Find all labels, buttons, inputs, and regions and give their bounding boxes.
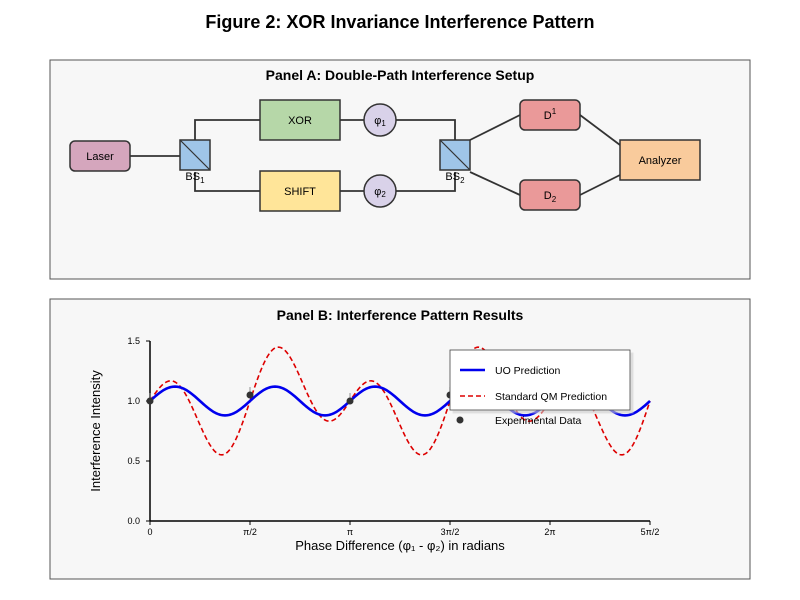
legend-data-swatch xyxy=(456,416,464,424)
d2-label-base: D xyxy=(544,190,552,202)
y-tick-label: 1.0 xyxy=(127,396,140,406)
x-tick-label: 5π/2 xyxy=(641,527,660,537)
figure-title: Figure 2: XOR Invariance Interference Pa… xyxy=(205,12,594,32)
d2-box xyxy=(519,179,581,211)
x-tick-label: 3π/2 xyxy=(441,527,460,537)
laser-source: Laser xyxy=(69,140,131,172)
xor-box xyxy=(259,99,341,141)
beamsplitter-2: BS2 xyxy=(439,139,471,185)
phase-shifter-1: φ1 xyxy=(363,103,397,137)
chart-legend: UO Prediction Standard QM Prediction Exper… xyxy=(449,349,631,427)
d2-label: D2 xyxy=(544,190,557,204)
bs1-diagonal xyxy=(179,139,211,171)
analyzer-box xyxy=(619,139,701,181)
phase-shifter-2: φ2 xyxy=(363,174,397,208)
data-point xyxy=(146,397,154,405)
bs2-label-base: BS xyxy=(445,171,460,183)
d1-label: D1 xyxy=(544,107,557,122)
interference-chart: 0.0 0.5 1.0 1.5 0 π/2 π 3π/2 2π 5π/2 Interferenc… xyxy=(88,336,659,553)
data-point xyxy=(346,397,354,405)
phi1-label-base: φ xyxy=(374,115,381,127)
x-tick-label: 2π xyxy=(544,527,555,537)
legend-qm-label: Standard QM Prediction xyxy=(495,391,607,403)
shift-label: SHIFT xyxy=(284,186,316,198)
bs1-label: BS1 xyxy=(185,171,205,185)
phi2-circle xyxy=(363,174,397,208)
shift-box xyxy=(259,170,341,212)
d1-label-sub: 1 xyxy=(552,107,557,116)
data-point xyxy=(246,391,254,399)
panel-a-title: Panel A: Double-Path Interference Setup xyxy=(266,67,535,83)
analyzer: Analyzer xyxy=(619,139,701,181)
panel-b: Panel B: Interference Pattern Results 0.… xyxy=(49,298,751,580)
d1-label-base: D xyxy=(544,110,552,122)
x-tick-label: π xyxy=(347,527,353,537)
bs2-label: BS2 xyxy=(445,171,465,185)
phi2-label: φ2 xyxy=(374,186,386,199)
panel-a: Panel A: Double-Path Interference Setup … xyxy=(49,59,751,280)
y-tick-label: 0.0 xyxy=(127,516,140,526)
bs1-label-sub: 1 xyxy=(200,176,205,185)
beamsplitter-1: BS1 xyxy=(179,139,211,185)
x-axis-label: Phase Difference (φ₁ - φ₂) in radians xyxy=(295,538,505,553)
x-tick-label: π/2 xyxy=(243,527,257,537)
laser-box xyxy=(69,140,131,172)
xor-gate: XOR xyxy=(259,99,341,141)
d2-label-sub: 2 xyxy=(552,195,557,204)
d1-box xyxy=(519,99,581,131)
panel-b-title: Panel B: Interference Pattern Results xyxy=(277,307,524,323)
xor-label: XOR xyxy=(288,115,312,127)
panel-b-frame xyxy=(49,298,751,580)
bs2-diagonal xyxy=(439,139,471,171)
legend-data-label: Experimental Data xyxy=(495,415,582,427)
phi2-label-base: φ xyxy=(374,186,381,198)
legend-uo-label: UO Prediction xyxy=(495,365,561,377)
y-tick-label: 1.5 xyxy=(127,336,140,346)
phi1-circle xyxy=(363,103,397,137)
laser-label: Laser xyxy=(86,151,114,163)
phi2-label-sub: 2 xyxy=(381,190,386,199)
detector-2: D2 xyxy=(519,179,581,211)
shift-gate: SHIFT xyxy=(259,170,341,212)
x-tick-label: 0 xyxy=(147,527,152,537)
phi1-label: φ1 xyxy=(374,115,386,128)
beam-paths xyxy=(130,114,621,196)
y-tick-label: 0.5 xyxy=(127,456,140,466)
detector-1: D1 xyxy=(519,99,581,131)
bs2-label-sub: 2 xyxy=(460,176,465,185)
bs1-label-base: BS xyxy=(185,171,200,183)
phi1-label-sub: 1 xyxy=(381,119,386,128)
analyzer-label: Analyzer xyxy=(639,155,682,167)
x-ticks: 0 π/2 π 3π/2 2π 5π/2 xyxy=(147,521,659,537)
y-axis-label: Interference Intensity xyxy=(88,370,103,492)
legend-box xyxy=(449,349,631,411)
